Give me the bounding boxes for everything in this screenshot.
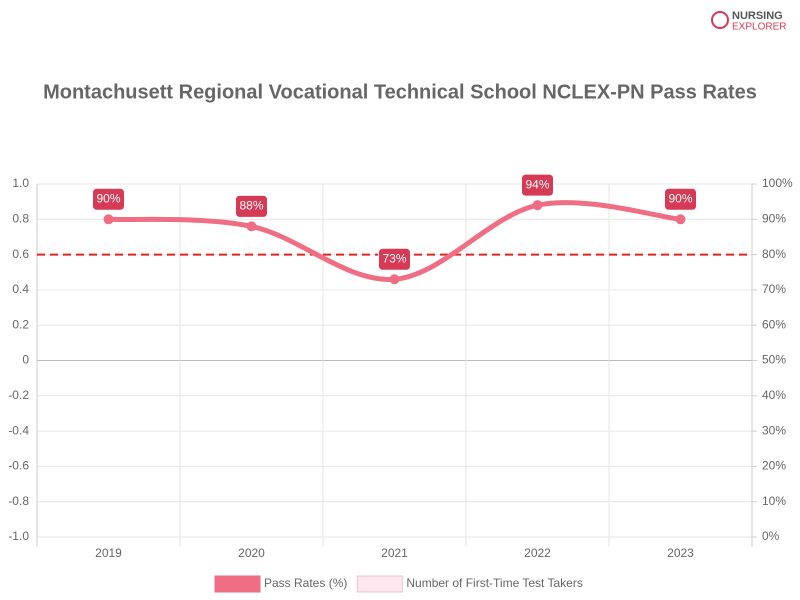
point xyxy=(675,214,686,225)
y2-tick-label: 80% xyxy=(762,247,786,261)
data-label-box xyxy=(235,194,268,218)
x-tick-label: 2019 xyxy=(95,546,122,560)
x-tick-label: 2021 xyxy=(381,546,408,560)
logo-icon xyxy=(711,11,729,29)
y-tick-label: 0.4 xyxy=(12,282,29,296)
y-tick-label: 0 xyxy=(22,353,29,367)
legend-swatch xyxy=(214,575,261,593)
y2-tick-label: 70% xyxy=(762,282,786,296)
point xyxy=(389,274,400,285)
y2-tick-label: 30% xyxy=(762,423,786,437)
data-label: 94% xyxy=(525,177,549,191)
y2-tick-label: 0% xyxy=(762,529,780,543)
y2-tick-label: 40% xyxy=(762,388,786,402)
y2-tick-label: 20% xyxy=(762,459,786,473)
x-tick-label: 2022 xyxy=(524,546,551,560)
data-label: 88% xyxy=(239,199,263,213)
x-tick-label: 2020 xyxy=(238,546,265,560)
y-tick-label: -0.6 xyxy=(8,459,29,473)
legend-label: Pass Rates (%) xyxy=(264,576,347,590)
point xyxy=(103,214,114,225)
data-label: 90% xyxy=(668,191,692,205)
chart-title: Montachusett Regional Vocational Technic… xyxy=(43,81,757,103)
data-label-box xyxy=(664,187,697,211)
y-tick-label: -1.0 xyxy=(8,529,29,543)
y-tick-label: 0.6 xyxy=(12,247,29,261)
legend-swatch xyxy=(356,575,403,593)
y-tick-label: 0.8 xyxy=(12,211,29,225)
y2-tick-label: 100% xyxy=(762,176,793,190)
point xyxy=(532,200,543,211)
data-label-box xyxy=(378,247,411,271)
data-label-box xyxy=(521,173,554,197)
x-tick-label: 2023 xyxy=(667,546,694,560)
data-label: 73% xyxy=(382,251,406,265)
logo-text: EXPLORER xyxy=(732,22,786,33)
point xyxy=(246,221,257,232)
y2-tick-label: 50% xyxy=(762,353,786,367)
data-label: 90% xyxy=(96,191,120,205)
y2-tick-label: 60% xyxy=(762,317,786,331)
y-tick-label: -0.4 xyxy=(8,423,29,437)
y2-tick-label: 90% xyxy=(762,211,786,225)
legend-label: Number of First-Time Test Takers xyxy=(406,576,582,590)
y-tick-label: 1.0 xyxy=(12,176,29,190)
y-tick-label: 0.2 xyxy=(12,317,29,331)
y-tick-label: -0.2 xyxy=(8,388,29,402)
logo-text: NURSING xyxy=(732,10,783,22)
y-tick-label: -0.8 xyxy=(8,494,29,508)
data-label-box xyxy=(92,187,125,211)
y2-tick-label: 10% xyxy=(762,494,786,508)
